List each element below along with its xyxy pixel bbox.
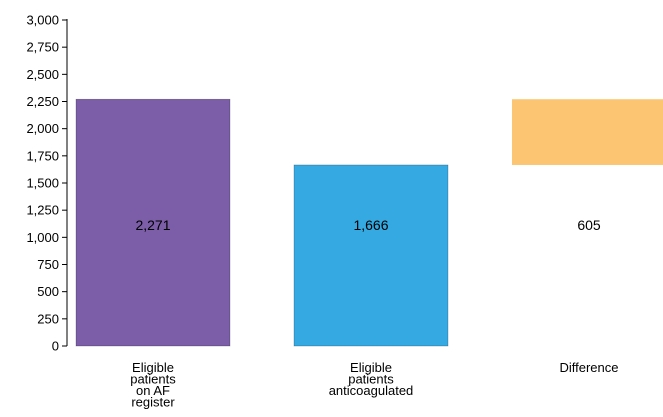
y-tick-label: 0 — [52, 339, 59, 354]
category-label: Eligible patients anticoagulated — [329, 360, 414, 398]
y-tick-label: 2,750 — [26, 40, 59, 55]
y-tick-label: 2,000 — [26, 121, 59, 136]
y-tick-label: 500 — [37, 284, 59, 299]
y-tick-label: 1,500 — [26, 176, 59, 191]
category-label: Eligible patients on AF register — [130, 360, 176, 410]
y-tick-label: 250 — [37, 311, 59, 326]
category-label: Difference — [559, 360, 618, 375]
y-tick-label: 2,500 — [26, 67, 59, 82]
y-tick-label: 1,750 — [26, 148, 59, 163]
y-tick-label: 750 — [37, 257, 59, 272]
y-tick-label: 3,000 — [26, 13, 59, 28]
category-label-line: Difference — [559, 360, 618, 375]
y-tick-label: 2,250 — [26, 94, 59, 109]
category-label-line: patients — [348, 372, 394, 387]
bar-data-label: 2,271 — [135, 217, 170, 233]
bars: 2,271 1,666 605 — [75, 98, 663, 347]
category-label-line: anticoagulated — [329, 383, 414, 398]
bar-data-label: 605 — [577, 217, 601, 233]
y-axis: 0 250 500 750 1,000 1,250 1,500 1,750 2,000 2,250… — [26, 13, 68, 354]
y-tick-label: 1,000 — [26, 230, 59, 245]
bar — [293, 164, 449, 347]
y-tick-label: 1,250 — [26, 203, 59, 218]
category-label-line: patients — [130, 372, 176, 387]
category-label-line: Eligible — [350, 360, 392, 375]
category-label-line: on AF — [136, 383, 170, 398]
bar — [75, 98, 231, 347]
bar — [512, 99, 663, 165]
category-label-line: register — [131, 395, 175, 410]
bar-data-label: 1,666 — [353, 217, 388, 233]
category-label-line: Eligible — [132, 360, 174, 375]
